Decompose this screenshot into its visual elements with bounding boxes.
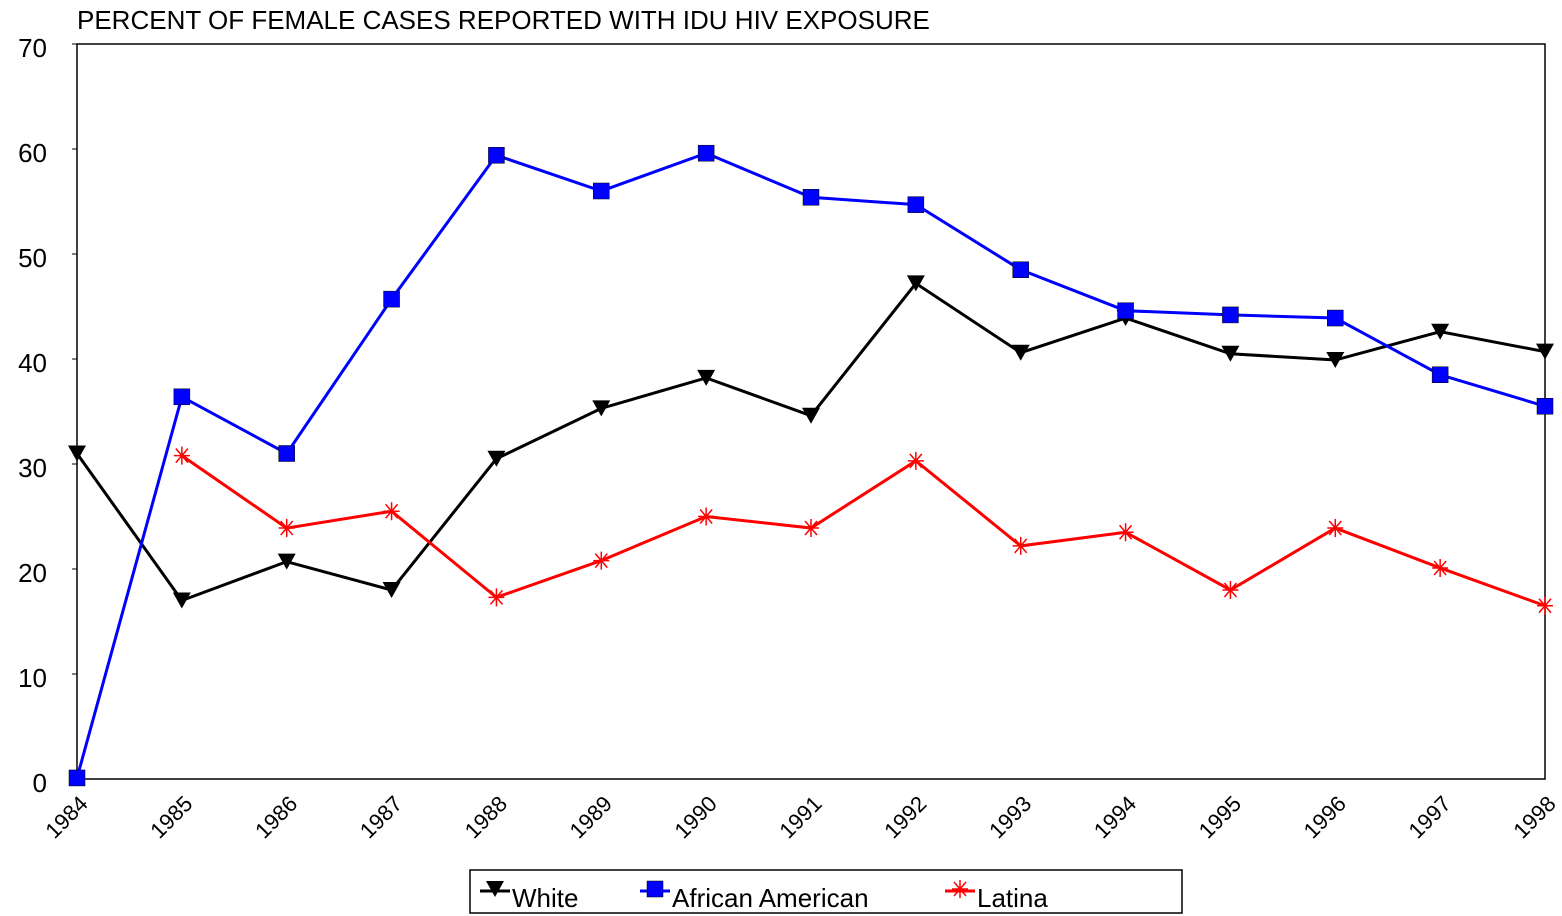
marker	[278, 519, 295, 538]
marker	[907, 451, 924, 470]
x-tick-label: 1998	[1508, 791, 1560, 843]
x-tick-label: 1989	[565, 791, 617, 843]
series-line	[181, 454, 1546, 608]
x-tick-label: 1986	[250, 791, 302, 843]
marker	[1012, 261, 1029, 278]
marker	[68, 445, 86, 462]
y-tick-label: 40	[18, 348, 47, 378]
x-tick-label: 1990	[669, 791, 721, 843]
y-tick-label: 20	[18, 558, 47, 588]
marker	[592, 400, 611, 417]
marker	[1431, 366, 1449, 383]
legend-label: White	[512, 883, 578, 913]
marker	[488, 147, 505, 164]
legend-item: African American	[640, 880, 869, 913]
x-tick-label: 1996	[1299, 791, 1351, 843]
series-line	[75, 281, 1546, 603]
marker	[173, 388, 191, 406]
y-tick-label: 0	[33, 768, 47, 798]
marker	[383, 290, 400, 308]
marker	[278, 445, 295, 462]
legend-label: African American	[672, 883, 869, 913]
marker	[646, 880, 664, 898]
marker	[1327, 519, 1344, 538]
chart-title: PERCENT OF FEMALE CASES REPORTED WITH ID…	[77, 5, 930, 35]
x-tick-label: 1984	[40, 791, 92, 843]
marker	[1011, 344, 1030, 361]
x-tick-label: 1992	[879, 791, 931, 843]
x-tick-label: 1993	[984, 791, 1036, 843]
marker	[1326, 352, 1345, 369]
marker	[906, 275, 925, 292]
marker	[907, 196, 925, 213]
marker	[698, 507, 715, 526]
marker	[697, 144, 715, 162]
marker	[697, 369, 716, 386]
x-tick-label: 1994	[1089, 791, 1141, 843]
x-tick-label: 1985	[145, 791, 197, 843]
marker	[952, 880, 968, 898]
marker	[383, 502, 400, 521]
marker	[1222, 581, 1239, 599]
legend-box	[469, 869, 1183, 914]
marker	[1117, 523, 1134, 542]
marker	[1537, 596, 1553, 615]
y-tick-label: 60	[18, 138, 47, 168]
y-tick-label: 70	[18, 33, 47, 63]
marker	[1117, 302, 1134, 319]
y-tick-label: 10	[18, 663, 47, 693]
marker	[1432, 558, 1449, 577]
marker	[173, 446, 190, 465]
x-tick-label: 1997	[1403, 791, 1455, 843]
series-line	[75, 151, 1546, 779]
legend-item: White	[480, 881, 578, 913]
marker	[1536, 398, 1554, 415]
marker	[802, 189, 820, 206]
y-tick-label: 50	[18, 243, 47, 273]
marker	[488, 588, 505, 607]
legend-label: Latina	[977, 883, 1048, 913]
legend-item: Latina	[945, 880, 1048, 913]
marker	[486, 881, 504, 897]
marker	[1222, 306, 1239, 324]
y-tick-label: 30	[18, 453, 47, 483]
marker	[68, 769, 86, 787]
marker	[277, 553, 296, 570]
marker	[593, 551, 610, 570]
x-tick-label: 1995	[1194, 791, 1246, 843]
x-tick-label: 1988	[460, 791, 512, 843]
marker	[593, 182, 610, 200]
marker	[382, 582, 401, 598]
marker	[487, 450, 506, 467]
x-tick-label: 1991	[774, 791, 826, 843]
marker	[1327, 309, 1344, 327]
marker	[1431, 323, 1450, 340]
x-tick-label: 1987	[355, 791, 407, 843]
marker	[1012, 536, 1029, 555]
marker	[803, 519, 819, 538]
marker	[1221, 345, 1240, 362]
marker	[172, 592, 191, 609]
marker	[1536, 343, 1554, 360]
marker	[802, 407, 820, 424]
